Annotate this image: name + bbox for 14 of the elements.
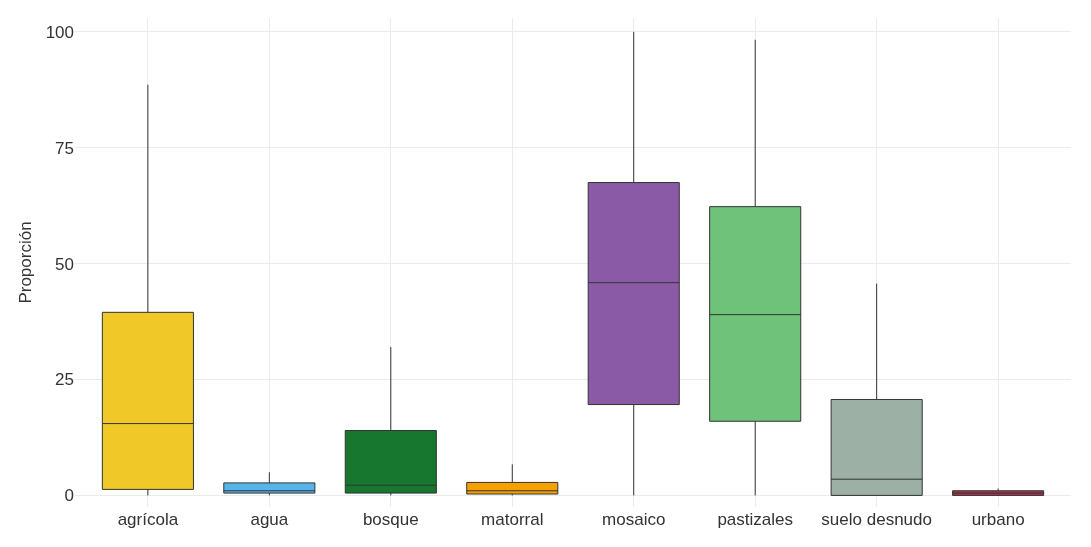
x-tick-label: mosaico: [602, 510, 666, 529]
x-tick-label: agua: [250, 510, 289, 529]
x-tick-label: matorral: [481, 510, 544, 529]
x-tick-label: suelo desnudo: [821, 510, 932, 529]
x-tick-label: bosque: [362, 510, 419, 529]
y-tick-label: 0: [64, 486, 74, 506]
x-tick-label: agrícola: [117, 510, 179, 529]
y-tick-label: 25: [55, 370, 74, 390]
x-tick-label: pastizales: [717, 510, 793, 529]
y-axis-title: Proporción: [16, 221, 35, 304]
y-tick-label: 100: [45, 22, 74, 42]
y-tick-label: 75: [55, 138, 74, 158]
x-tick-label: urbano: [971, 510, 1025, 529]
y-tick-label: 50: [55, 254, 74, 274]
